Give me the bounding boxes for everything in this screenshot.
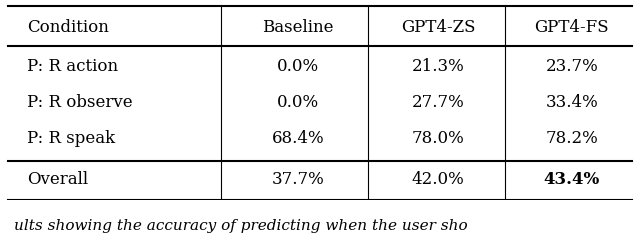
Text: 68.4%: 68.4% bbox=[271, 130, 324, 147]
Text: 43.4%: 43.4% bbox=[543, 171, 600, 188]
Text: 37.7%: 37.7% bbox=[271, 171, 324, 188]
Text: P: R observe: P: R observe bbox=[27, 94, 132, 111]
Text: P: R action: P: R action bbox=[27, 58, 118, 75]
Text: 42.0%: 42.0% bbox=[412, 171, 464, 188]
Text: GPT4-FS: GPT4-FS bbox=[534, 19, 609, 36]
Text: 21.3%: 21.3% bbox=[412, 58, 464, 75]
Text: P: R speak: P: R speak bbox=[27, 130, 115, 147]
Text: GPT4-ZS: GPT4-ZS bbox=[401, 19, 475, 36]
Text: 78.2%: 78.2% bbox=[545, 130, 598, 147]
Text: 0.0%: 0.0% bbox=[276, 58, 319, 75]
Text: 78.0%: 78.0% bbox=[412, 130, 464, 147]
Text: 27.7%: 27.7% bbox=[412, 94, 464, 111]
Text: 33.4%: 33.4% bbox=[545, 94, 598, 111]
Text: 23.7%: 23.7% bbox=[545, 58, 598, 75]
Text: Baseline: Baseline bbox=[262, 19, 333, 36]
Text: ults showing the accuracy of predicting when the user sho: ults showing the accuracy of predicting … bbox=[14, 219, 468, 233]
Text: Condition: Condition bbox=[27, 19, 109, 36]
Text: 0.0%: 0.0% bbox=[276, 94, 319, 111]
Text: Overall: Overall bbox=[27, 171, 88, 188]
